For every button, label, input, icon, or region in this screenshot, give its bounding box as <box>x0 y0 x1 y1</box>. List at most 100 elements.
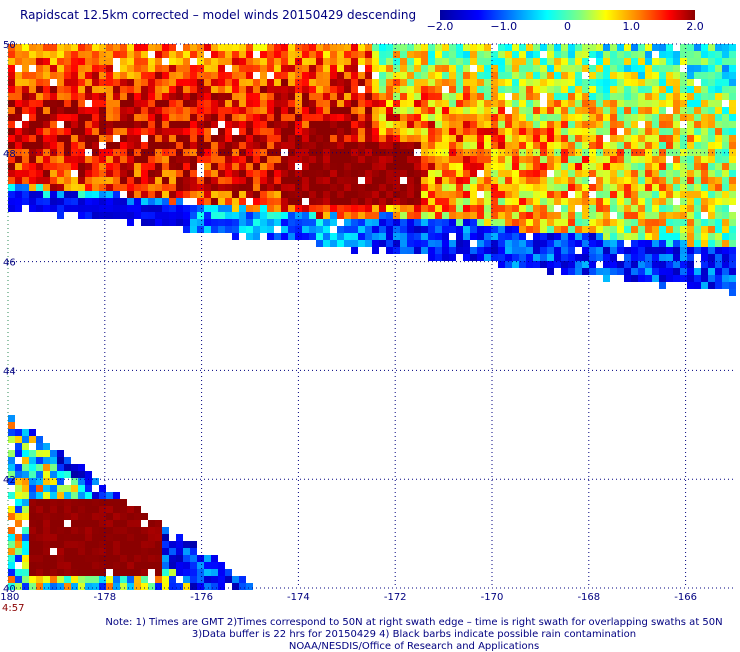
data-cell <box>547 44 554 51</box>
data-cell <box>309 121 316 128</box>
data-cell <box>484 58 491 65</box>
data-cell <box>330 156 337 163</box>
data-cell <box>8 170 15 177</box>
data-cell <box>43 44 50 51</box>
data-cell <box>624 219 631 226</box>
data-cell <box>414 86 421 93</box>
data-cell <box>596 149 603 156</box>
data-cell <box>498 100 505 107</box>
data-cell <box>288 107 295 114</box>
data-cell <box>211 79 218 86</box>
data-cell <box>225 79 232 86</box>
data-cell <box>36 464 43 471</box>
data-cell <box>519 240 526 247</box>
data-cell <box>715 212 722 219</box>
data-cell <box>463 142 470 149</box>
data-cell <box>666 79 673 86</box>
data-cell <box>120 51 127 58</box>
data-cell <box>169 58 176 65</box>
data-cell <box>302 191 309 198</box>
data-cell <box>155 142 162 149</box>
data-cell <box>680 219 687 226</box>
data-cell <box>36 443 43 450</box>
note-line-2: 3)Data buffer is 22 hrs for 20150429 4) … <box>191 629 637 640</box>
data-cell <box>330 205 337 212</box>
data-cell <box>141 212 148 219</box>
data-cell <box>456 191 463 198</box>
data-cell <box>330 135 337 142</box>
data-cell <box>449 51 456 58</box>
data-cell <box>435 156 442 163</box>
data-cell <box>477 65 484 72</box>
data-cell <box>22 527 29 534</box>
data-cell <box>309 156 316 163</box>
data-cell <box>512 261 519 268</box>
data-cell <box>610 254 617 261</box>
data-cell <box>204 156 211 163</box>
data-cell <box>547 163 554 170</box>
data-cell <box>92 191 99 198</box>
data-cell <box>106 135 113 142</box>
data-cell <box>78 583 85 590</box>
data-cell <box>295 170 302 177</box>
data-cell <box>547 184 554 191</box>
data-cell <box>134 163 141 170</box>
data-cell <box>218 128 225 135</box>
data-cell <box>680 142 687 149</box>
data-cell <box>533 184 540 191</box>
data-cell <box>414 247 421 254</box>
data-cell <box>190 107 197 114</box>
data-cell <box>540 198 547 205</box>
data-cell <box>225 205 232 212</box>
data-cell <box>414 212 421 219</box>
data-cell <box>547 72 554 79</box>
data-cell <box>421 163 428 170</box>
data-cell <box>260 79 267 86</box>
data-cell <box>232 72 239 79</box>
data-cell <box>127 520 134 527</box>
data-cell <box>701 254 708 261</box>
data-cell <box>505 86 512 93</box>
data-cell <box>176 107 183 114</box>
data-cell <box>190 562 197 569</box>
data-cell <box>358 205 365 212</box>
data-cell <box>274 107 281 114</box>
data-cell <box>491 233 498 240</box>
data-cell <box>666 149 673 156</box>
data-cell <box>561 184 568 191</box>
data-cell <box>120 170 127 177</box>
data-cell <box>309 72 316 79</box>
data-cell <box>596 226 603 233</box>
data-cell <box>358 114 365 121</box>
data-cell <box>470 128 477 135</box>
data-cell <box>43 541 50 548</box>
data-cell <box>71 51 78 58</box>
data-cell <box>463 93 470 100</box>
data-cell <box>708 163 715 170</box>
data-cell <box>680 170 687 177</box>
data-cell <box>15 520 22 527</box>
data-cell <box>540 128 547 135</box>
data-cell <box>211 107 218 114</box>
data-cell <box>309 135 316 142</box>
data-cell <box>148 184 155 191</box>
data-cell <box>652 114 659 121</box>
data-cell <box>183 548 190 555</box>
data-cell <box>344 114 351 121</box>
data-cell <box>274 177 281 184</box>
data-cell <box>169 44 176 51</box>
data-cell <box>498 205 505 212</box>
data-cell <box>659 86 666 93</box>
data-cell <box>484 135 491 142</box>
data-cell <box>288 72 295 79</box>
data-cell <box>141 191 148 198</box>
data-cell <box>729 184 736 191</box>
data-cell <box>386 163 393 170</box>
data-cell <box>246 100 253 107</box>
data-cell <box>64 135 71 142</box>
data-cell <box>498 226 505 233</box>
data-cell <box>554 156 561 163</box>
data-cell <box>666 177 673 184</box>
data-cell <box>148 58 155 65</box>
data-cell <box>106 100 113 107</box>
